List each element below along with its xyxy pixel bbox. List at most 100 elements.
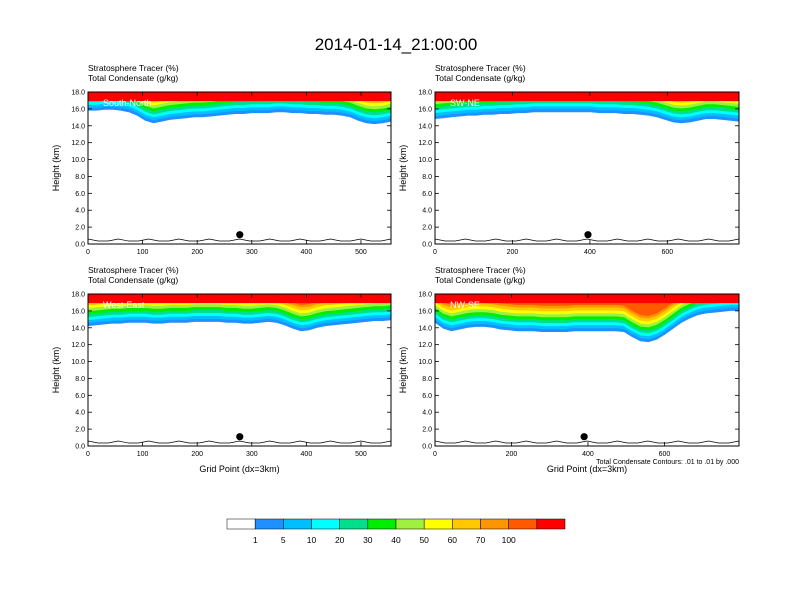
y-tick-label: 6.0 <box>75 393 85 400</box>
x-tick-label: 200 <box>506 451 518 458</box>
tracer-field <box>88 294 391 332</box>
colorbar-swatch <box>367 518 397 530</box>
y-tick-label: 0.0 <box>75 242 85 249</box>
y-tick-label: 10.0 <box>418 359 432 366</box>
condensate-contours <box>435 440 739 444</box>
y-tick-label: 0.0 <box>422 242 432 249</box>
panel-title-line1: Stratosphere Tracer (%) <box>435 265 526 275</box>
colorbar-label: 100 <box>502 535 516 545</box>
panel-title-line2: Total Condensate (g/kg) <box>88 275 178 285</box>
location-marker <box>236 231 244 239</box>
location-marker <box>580 433 588 441</box>
location-marker <box>236 433 244 441</box>
y-tick-label: 16.0 <box>71 308 85 315</box>
x-tick-label: 0 <box>433 451 437 458</box>
y-tick-label: 4.0 <box>422 410 432 417</box>
colorbar: 1 5 10 20 30 40 50 60 70 100 <box>226 518 566 545</box>
y-tick-label: 18.0 <box>418 292 432 299</box>
panel-title-line1: Stratosphere Tracer (%) <box>88 63 179 73</box>
y-tick-label: 18.0 <box>71 292 85 299</box>
y-tick-label: 6.0 <box>422 191 432 198</box>
colorbar-label: 70 <box>476 535 486 545</box>
condensate-contours <box>88 440 391 444</box>
axis-frame <box>434 293 740 447</box>
colorbar-label: 1 <box>253 535 258 545</box>
y-tick-label: 4.0 <box>422 208 432 215</box>
y-tick-label: 10.0 <box>418 157 432 164</box>
x-tick-label: 400 <box>301 451 313 458</box>
tracer-field <box>435 92 739 124</box>
y-axis: 0.0 2.0 4.0 6.0 8.0 10.0 12.0 14.0 16.0 18.0 <box>418 90 739 249</box>
y-axis: 0.0 2.0 4.0 6.0 8.0 10.0 12.0 14.0 16.0 18.0 <box>418 292 739 451</box>
y-tick-label: 14.0 <box>71 325 85 332</box>
y-axis-label: Height (km) <box>398 145 408 192</box>
x-tick-label: 500 <box>355 451 367 458</box>
y-tick-label: 12.0 <box>71 342 85 349</box>
tracer-band-top <box>435 294 739 304</box>
x-axis: 0 200 400 600 <box>433 92 673 256</box>
y-axis-label: Height (km) <box>398 347 408 394</box>
y-tick-label: 2.0 <box>75 225 85 232</box>
y-tick-label: 14.0 <box>418 325 432 332</box>
axis-frame <box>87 91 392 245</box>
x-axis-label: Grid Point (dx=3km) <box>199 464 279 474</box>
colorbar-label: 40 <box>391 535 401 545</box>
colorbar-swatch <box>395 518 425 530</box>
colorbar-swatch <box>508 518 538 530</box>
x-axis: 0 100 200 300 400 500 <box>86 294 367 458</box>
y-tick-label: 10.0 <box>71 359 85 366</box>
x-tick-label: 500 <box>355 249 367 256</box>
colorbar-swatch <box>254 518 284 530</box>
axis-frame <box>434 91 740 245</box>
contour-line <box>435 238 739 242</box>
colorbar-label: 30 <box>363 535 373 545</box>
tracer-band-top <box>88 294 391 304</box>
colorbar-label: 10 <box>307 535 317 545</box>
y-tick-label: 12.0 <box>71 140 85 147</box>
colorbar-label: 50 <box>419 535 429 545</box>
colorbar-label: 60 <box>448 535 458 545</box>
x-tick-label: 400 <box>584 249 596 256</box>
y-tick-label: 4.0 <box>75 208 85 215</box>
colorbar-swatch <box>423 518 453 530</box>
panel-label: West-East <box>103 300 145 310</box>
x-tick-label: 400 <box>301 249 313 256</box>
y-tick-label: 6.0 <box>75 191 85 198</box>
y-tick-label: 2.0 <box>422 225 432 232</box>
x-tick-label: 600 <box>662 249 674 256</box>
colorbar-swatch <box>226 518 256 530</box>
tracer-field <box>88 92 391 125</box>
x-axis-label: Grid Point (dx=3km) <box>547 464 627 474</box>
x-tick-label: 0 <box>86 451 90 458</box>
y-tick-label: 12.0 <box>418 342 432 349</box>
colorbar-label: 20 <box>335 535 345 545</box>
x-tick-label: 200 <box>507 249 519 256</box>
panel-nw-se: 0.0 2.0 4.0 6.0 8.0 10.0 12.0 14.0 16.0 18.0 0 200 4… <box>398 265 740 474</box>
y-axis-label: Height (km) <box>51 145 61 192</box>
y-axis: 0.0 2.0 4.0 6.0 8.0 10.0 12.0 14.0 16.0 18.0 <box>71 292 391 451</box>
y-tick-label: 16.0 <box>418 106 432 113</box>
panel-sw-ne: 0.0 2.0 4.0 6.0 8.0 10.0 12.0 14.0 16.0 18.0 0 200 4… <box>398 63 740 256</box>
colorbar-swatch <box>480 518 509 530</box>
y-tick-label: 8.0 <box>75 174 85 181</box>
colorbar-swatch <box>536 518 566 530</box>
x-axis: 0 200 400 600 <box>433 294 670 458</box>
tracer-band-top <box>88 92 391 102</box>
y-tick-label: 16.0 <box>418 308 432 315</box>
x-tick-label: 400 <box>582 451 594 458</box>
condensate-contours <box>88 238 391 242</box>
y-tick-label: 14.0 <box>71 123 85 130</box>
figure-title: 2014-01-14_21:00:00 <box>315 35 478 54</box>
y-tick-label: 8.0 <box>422 376 432 383</box>
tracer-band-top <box>435 92 739 102</box>
y-axis: 0.0 2.0 4.0 6.0 8.0 10.0 12.0 14.0 16.0 18.0 <box>71 90 391 249</box>
panel-south-north: 0.0 2.0 4.0 6.0 8.0 10.0 12.0 14.0 16.0 18.0 0 100 2… <box>51 63 392 256</box>
y-tick-label: 14.0 <box>418 123 432 130</box>
location-marker <box>584 231 592 239</box>
x-tick-label: 300 <box>246 451 258 458</box>
x-tick-label: 200 <box>191 249 203 256</box>
colorbar-swatch <box>339 518 369 530</box>
x-tick-label: 600 <box>659 451 671 458</box>
x-tick-label: 0 <box>86 249 90 256</box>
